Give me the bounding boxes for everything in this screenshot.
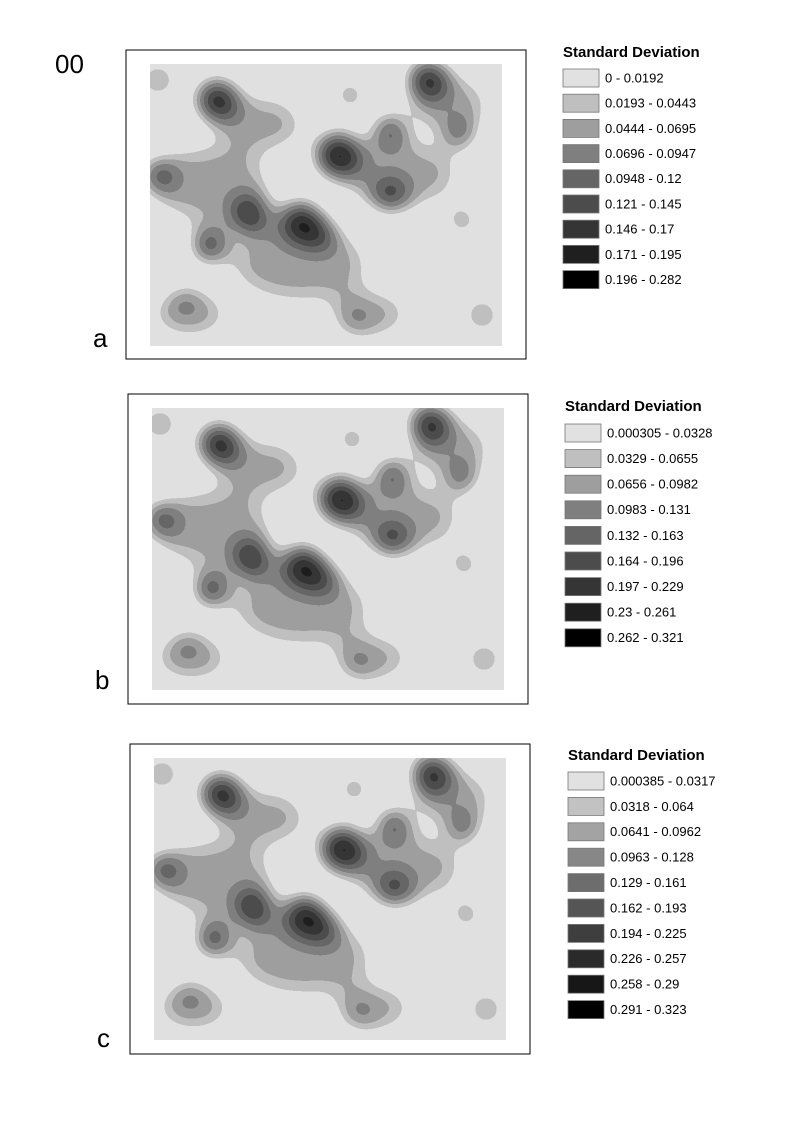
legend-title: Standard Deviation	[563, 44, 700, 61]
legend-swatch	[564, 474, 602, 494]
legend-label: 0.000385 - 0.0317	[610, 773, 716, 788]
legend-label: 0.0983 - 0.131	[607, 502, 691, 517]
map-raster	[150, 64, 502, 346]
map-frame	[125, 49, 527, 360]
legend-label: 0.258 - 0.29	[610, 977, 679, 992]
legend-swatch	[564, 526, 602, 545]
legend-label: 0.0318 - 0.064	[610, 799, 694, 814]
legend-label: 0.0329 - 0.0655	[607, 451, 698, 466]
legend-label: 0.171 - 0.195	[605, 247, 682, 262]
legend-swatch	[562, 93, 600, 113]
legend: Standard Deviation 0 - 0.0192 0.0193 - 0.0…	[562, 44, 700, 290]
legend-label: 0.162 - 0.193	[610, 900, 687, 915]
legend-label: 0.0444 - 0.0695	[605, 121, 696, 136]
legend-label: 0.0963 - 0.128	[610, 850, 694, 865]
legend-label: 0.132 - 0.163	[607, 528, 684, 543]
legend-swatch	[567, 873, 605, 892]
legend-swatch	[567, 1000, 605, 1019]
legend-label: 0.0641 - 0.0962	[610, 824, 701, 839]
legend-swatch	[567, 949, 605, 969]
legend-label: 0.000305 - 0.0328	[607, 425, 713, 440]
legend-swatch	[562, 68, 600, 88]
legend-swatch	[567, 847, 605, 867]
map-frame	[127, 393, 529, 705]
legend-label: 0.196 - 0.282	[605, 272, 682, 287]
legend: Standard Deviation 0.000385 - 0.0317 0.031…	[567, 747, 716, 1019]
legend: Standard Deviation 0.000305 - 0.0328 0.032…	[564, 398, 713, 648]
legend-swatch	[567, 822, 605, 842]
legend-label: 0.146 - 0.17	[605, 222, 674, 237]
panel-label: a	[93, 323, 108, 353]
legend-swatch	[564, 423, 602, 443]
legend-swatch	[562, 270, 600, 290]
legend-title: Standard Deviation	[565, 398, 702, 415]
legend-label: 0.0696 - 0.0947	[605, 146, 696, 161]
legend-swatch	[567, 771, 605, 791]
legend-label: 0.262 - 0.321	[607, 630, 684, 645]
legend-label: 0.164 - 0.196	[607, 553, 684, 568]
legend-swatch	[562, 194, 600, 214]
map-raster	[154, 758, 506, 1040]
map-frame	[129, 743, 531, 1055]
panel-label: c	[97, 1023, 110, 1053]
legend-swatch	[562, 219, 600, 239]
legend-label: 0.226 - 0.257	[610, 951, 687, 966]
legend-label: 0.121 - 0.145	[605, 196, 682, 211]
legend-label: 0.129 - 0.161	[610, 875, 687, 890]
figure-label: 00	[55, 49, 84, 79]
legend-label: 0 - 0.0192	[605, 70, 664, 85]
legend-swatch	[562, 144, 600, 164]
legend-swatch	[564, 449, 602, 469]
legend-swatch	[567, 974, 605, 994]
legend-label: 0.0948 - 0.12	[605, 171, 682, 186]
legend-swatch	[564, 577, 602, 596]
legend-swatch	[567, 797, 605, 816]
map-raster	[152, 408, 504, 690]
legend-label: 0.291 - 0.323	[610, 1002, 687, 1017]
legend-label: 0.197 - 0.229	[607, 579, 684, 594]
legend-swatch	[562, 119, 600, 138]
legend-swatch	[564, 602, 602, 622]
legend-swatch	[562, 169, 600, 189]
legend-swatch	[564, 500, 602, 520]
legend-title: Standard Deviation	[568, 747, 705, 764]
panel-label: b	[95, 665, 109, 695]
legend-swatch	[562, 244, 600, 264]
legend-swatch	[567, 898, 605, 918]
legend-swatch	[564, 551, 602, 571]
legend-swatch	[567, 924, 605, 943]
legend-label: 0.0656 - 0.0982	[607, 477, 698, 492]
legend-label: 0.194 - 0.225	[610, 926, 687, 941]
legend-swatch	[564, 628, 602, 648]
legend-label: 0.0193 - 0.0443	[605, 96, 696, 111]
legend-label: 0.23 - 0.261	[607, 605, 676, 620]
